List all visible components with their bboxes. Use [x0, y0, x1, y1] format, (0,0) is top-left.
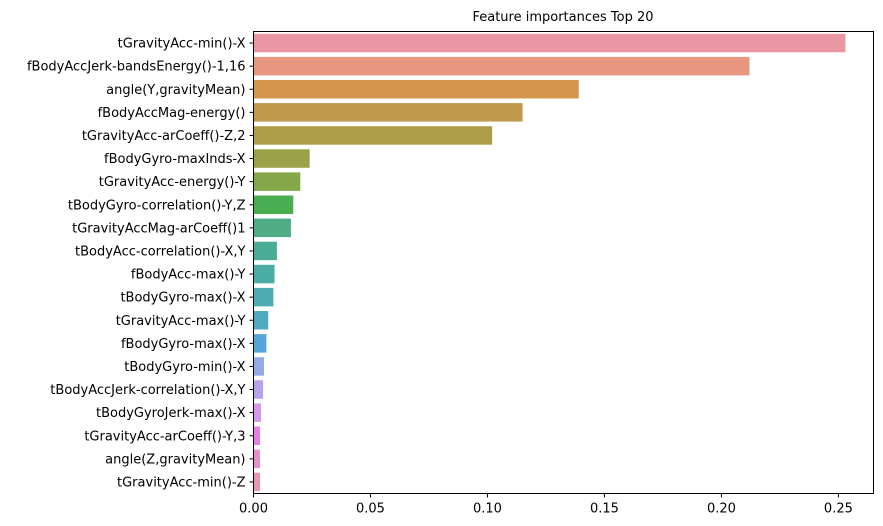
- chart-title: Feature importances Top 20: [472, 10, 653, 25]
- bar: [253, 149, 310, 168]
- y-tick-label: fBodyAccJerk-bandsEnergy()-1,16: [27, 60, 246, 75]
- bar: [253, 334, 267, 353]
- x-tick-label: 0.25: [824, 502, 853, 517]
- bar: [253, 311, 269, 330]
- y-tick-label: fBodyGyro-max()-X: [121, 337, 246, 352]
- bar: [253, 403, 261, 422]
- y-tick-label: tBodyGyro-max()-X: [120, 291, 245, 306]
- bar: [253, 195, 294, 214]
- y-tick-label: fBodyAcc-max()-Y: [131, 268, 246, 283]
- bar: [253, 172, 301, 191]
- bar: [253, 287, 274, 307]
- bar: [253, 103, 523, 122]
- bar: [253, 357, 265, 376]
- y-tick-label: fBodyGyro-maxInds-X: [104, 152, 246, 167]
- x-tick-label: 0.05: [356, 502, 385, 517]
- y-tick-label: tGravityAccMag-arCoeff()1: [72, 221, 245, 236]
- bar: [253, 218, 291, 238]
- x-tick-label: 0.20: [707, 502, 736, 517]
- bar: [253, 380, 264, 399]
- y-tick-label: tGravityAcc-energy()-Y: [99, 175, 246, 190]
- axes-frame: [253, 31, 874, 494]
- bar: [253, 472, 261, 492]
- y-tick-label: tGravityAcc-max()-Y: [116, 314, 246, 329]
- y-tick-label: tGravityAcc-min()-X: [118, 37, 246, 52]
- bar: [253, 80, 579, 99]
- y-tick-label: tGravityAcc-arCoeff()-Z,2: [82, 129, 246, 144]
- x-tick-label: 0.00: [239, 502, 268, 517]
- y-tick-label: tBodyGyro-correlation()-Y,Z: [68, 198, 246, 213]
- y-tick-label: angle(Y,gravityMean): [106, 83, 245, 98]
- bar: [253, 126, 493, 145]
- y-tick-label: fBodyAccMag-energy(): [98, 106, 246, 121]
- y-tick-label: tGravityAcc-arCoeff()-Y,3: [84, 429, 245, 444]
- bar: [253, 33, 846, 53]
- y-tick-label: tBodyAcc-correlation()-X,Y: [75, 244, 246, 259]
- x-tick-label: 0.15: [590, 502, 619, 517]
- y-tick-label: tBodyGyroJerk-max()-X: [96, 406, 246, 421]
- y-tick-label: tGravityAcc-min()-Z: [117, 475, 246, 490]
- x-tick-label: 0.10: [473, 502, 502, 517]
- bar: [253, 264, 275, 284]
- bar: [253, 241, 277, 261]
- y-tick-label: tBodyGyro-min()-X: [124, 360, 245, 375]
- bar: [253, 426, 261, 445]
- bar: [253, 56, 750, 76]
- bar: [253, 449, 261, 469]
- y-tick-label: angle(Z,gravityMean): [105, 452, 245, 467]
- y-tick-label: tBodyAccJerk-correlation()-X,Y: [50, 383, 245, 398]
